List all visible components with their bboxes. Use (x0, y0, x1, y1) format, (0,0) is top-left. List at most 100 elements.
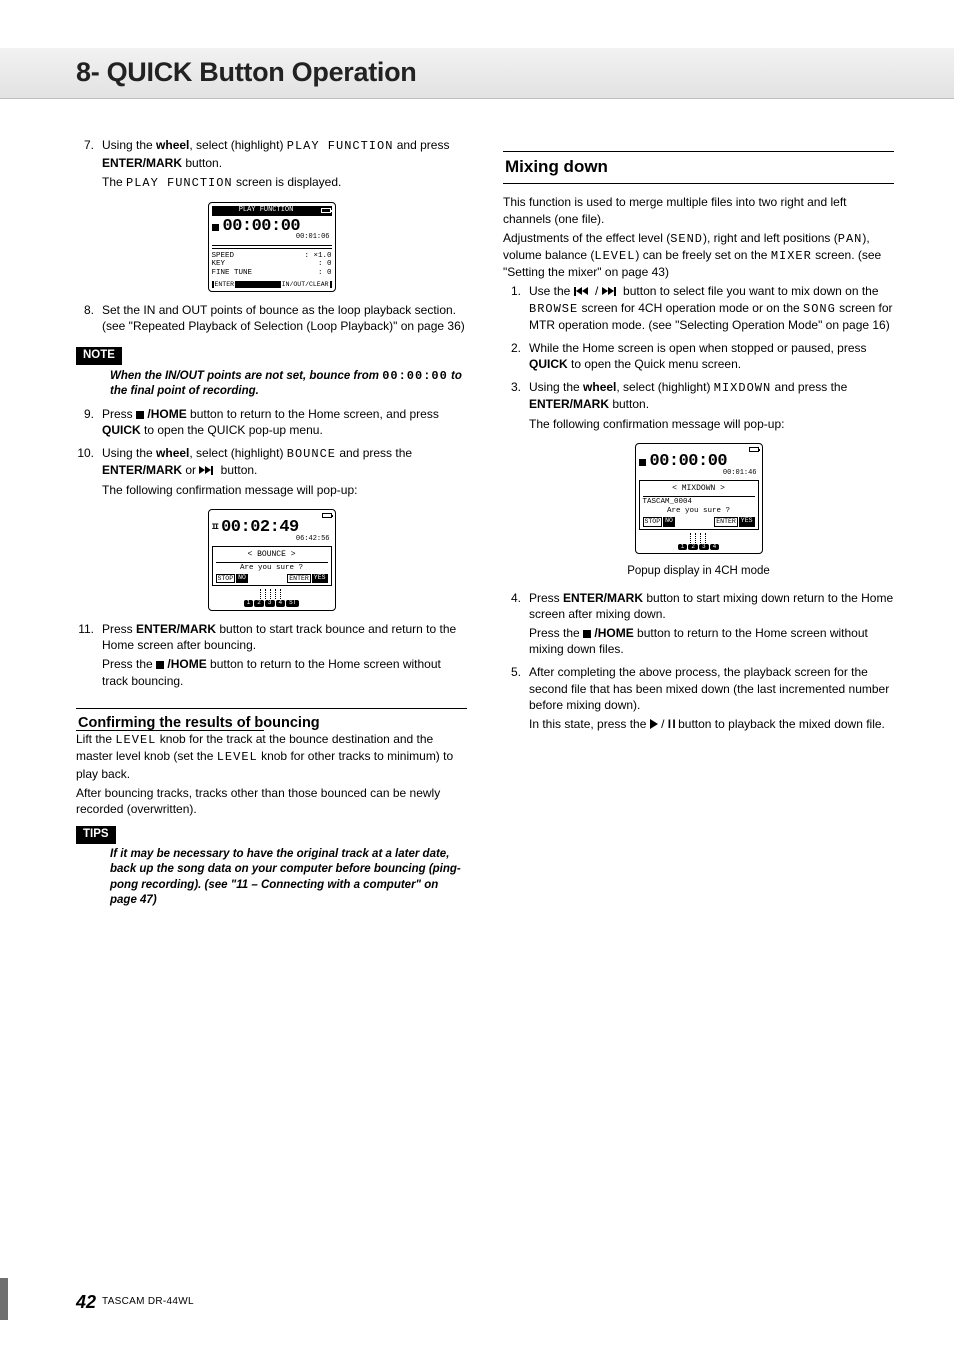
step-line: After completing the above process, the … (529, 664, 894, 713)
step-body: After completing the above process, the … (529, 664, 894, 735)
steps-list-b: 8.Set the IN and OUT points of bounce as… (76, 302, 467, 337)
step-item: 5.After completing the above process, th… (503, 664, 894, 735)
lcd-popup: < MIXDOWN > TASCAM_0004 Are you sure ? S… (639, 480, 759, 529)
note-body: When the IN/OUT points are not set, boun… (76, 368, 467, 400)
chapter-header-bar: 8- QUICK Button Operation (0, 48, 954, 99)
step-item: 4.Press ENTER/MARK button to start mixin… (503, 590, 894, 661)
paragraph: Adjustments of the effect level (SEND), … (503, 230, 894, 281)
step-body: Using the wheel, select (highlight) PLAY… (102, 137, 467, 194)
step-line: Press ENTER/MARK button to start track b… (102, 621, 467, 653)
lcd-setting-row: KEY: 0 (212, 260, 332, 268)
step-line: Press /HOME button to return to the Home… (102, 406, 467, 438)
step-item: 11. Press ENTER/MARK button to start trac… (76, 621, 467, 692)
tips-label: TIPS (76, 826, 116, 844)
subsection-wrap: Confirming the results of bouncing (76, 708, 467, 732)
step-line: While the Home screen is open when stopp… (529, 340, 894, 372)
track-indicator: 2 (254, 600, 264, 607)
figure-caption: Popup display in 4CH mode (503, 564, 894, 580)
page-number: 42 (76, 1290, 96, 1314)
stop-icon (639, 459, 646, 466)
page-side-tab (0, 1278, 8, 1320)
track-indicator: 3 (265, 600, 275, 607)
lcd-time: 00:00:00 (650, 452, 728, 471)
paragraph: Lift the LEVEL knob for the track at the… (76, 731, 467, 782)
step-number: 9. (76, 406, 94, 441)
subsection-heading: Confirming the results of bouncing (76, 708, 467, 734)
lcd-meters (639, 533, 759, 543)
chapter-title: 8- QUICK Button Operation (76, 54, 878, 90)
popup-title: < MIXDOWN > (643, 485, 755, 494)
track-indicator: 3 (699, 544, 709, 551)
lcd-setting-row: SPEED: ×1.0 (212, 252, 332, 260)
step-body: Use the / button to select file you want… (529, 283, 894, 336)
figure-play-function: PLAY FUNCTION 00:00:00 00:01:06 SPEED: ×… (76, 202, 467, 292)
step-number: 11. (76, 621, 94, 692)
step-number: 1. (503, 283, 521, 336)
paragraph: This function is used to merge multiple … (503, 194, 894, 226)
lcd-play-function: PLAY FUNCTION 00:00:00 00:01:06 SPEED: ×… (208, 202, 336, 292)
step-number: 4. (503, 590, 521, 661)
step-item: 7.Using the wheel, select (highlight) PL… (76, 137, 467, 194)
lcd-footer-right: IN/OUT/CLEAR (281, 281, 330, 288)
steps-list-right-2: 4.Press ENTER/MARK button to start mixin… (503, 590, 894, 736)
figure-mixdown: 00:00:00 00:01:46 < MIXDOWN > TASCAM_000… (503, 443, 894, 554)
popup-buttons: STOPNO ENTERYES (643, 517, 755, 526)
step-line: Using the wheel, select (highlight) PLAY… (102, 137, 467, 170)
track-indicator: 4 (276, 600, 286, 607)
lcd-bounce: II00:02:49 06:42:56 < BOUNCE > Are you s… (208, 509, 336, 611)
section-heading: Mixing down (503, 151, 894, 184)
content-columns: 7.Using the wheel, select (highlight) PL… (76, 137, 894, 914)
track-indicator: 4 (710, 544, 720, 551)
step-item: 1.Use the / button to select file you wa… (503, 283, 894, 336)
step-line: The PLAY FUNCTION screen is displayed. (102, 174, 467, 191)
lcd-time: 00:00:00 (223, 217, 301, 236)
lcd-footer: ENTERIN/OUT/CLEAR (212, 281, 332, 288)
steps-list-a: 7.Using the wheel, select (highlight) PL… (76, 137, 467, 194)
note-label: NOTE (76, 347, 122, 365)
track-indicator: 1 (678, 544, 688, 551)
lcd-header: PLAY FUNCTION (212, 207, 321, 215)
step-item: 8.Set the IN and OUT points of bounce as… (76, 302, 467, 337)
step-line: Press the /HOME button to return to the … (529, 625, 894, 657)
track-indicator: ST (286, 600, 299, 607)
step-line: Press ENTER/MARK button to start mixing … (529, 590, 894, 622)
page-footer: 42 TASCAM DR-44WL (76, 1290, 194, 1314)
lcd-divider (212, 245, 332, 249)
step-number: 5. (503, 664, 521, 735)
popup-filename: TASCAM_0004 (643, 498, 755, 506)
lcd-tracks: 1234ST (212, 600, 332, 607)
paragraph: After bouncing tracks, tracks other than… (76, 785, 467, 817)
lcd-meters (212, 589, 332, 599)
step-item: 2.While the Home screen is open when sto… (503, 340, 894, 375)
popup-buttons: STOPNO ENTERYES (216, 574, 328, 583)
left-column: 7.Using the wheel, select (highlight) PL… (76, 137, 467, 914)
popup-text: Are you sure ? (216, 564, 328, 572)
step-item: 9.Press /HOME button to return to the Ho… (76, 406, 467, 441)
step-line: Using the wheel, select (highlight) BOUN… (102, 445, 467, 478)
step-body: Using the wheel, select (highlight) MIXD… (529, 379, 894, 435)
right-column: Mixing down This function is used to mer… (503, 137, 894, 914)
step-body: Press ENTER/MARK button to start mixing … (529, 590, 894, 661)
step-item: 10. Using the wheel, select (highlight) B… (76, 445, 467, 501)
step-number: 8. (76, 302, 94, 337)
lcd-tracks: 1234 (639, 544, 759, 551)
step-number: 10. (76, 445, 94, 501)
step-body: Set the IN and OUT points of bounce as t… (102, 302, 467, 337)
lcd-settings: SPEED: ×1.0KEY: 0FINE TUNE: 0 (212, 252, 332, 277)
steps-list-right: 1.Use the / button to select file you wa… (503, 283, 894, 435)
stop-icon (212, 224, 219, 231)
step-line: Set the IN and OUT points of bounce as t… (102, 302, 467, 334)
step-line: Press the /HOME button to return to the … (102, 656, 467, 688)
model-name: TASCAM DR-44WL (102, 1295, 194, 1309)
pause-icon: II (212, 524, 218, 533)
track-indicator: 2 (688, 544, 698, 551)
battery-icon (749, 447, 759, 452)
step-number: 2. (503, 340, 521, 375)
step-line: The following confirmation message will … (529, 416, 894, 432)
battery-icon (322, 513, 332, 518)
popup-text: Are you sure ? (643, 507, 755, 515)
step-body: Using the wheel, select (highlight) BOUN… (102, 445, 467, 501)
steps-list-c: 9.Press /HOME button to return to the Ho… (76, 406, 467, 501)
step-line: In this state, press the / I I button to… (529, 716, 894, 732)
step-item: 3.Using the wheel, select (highlight) MI… (503, 379, 894, 435)
